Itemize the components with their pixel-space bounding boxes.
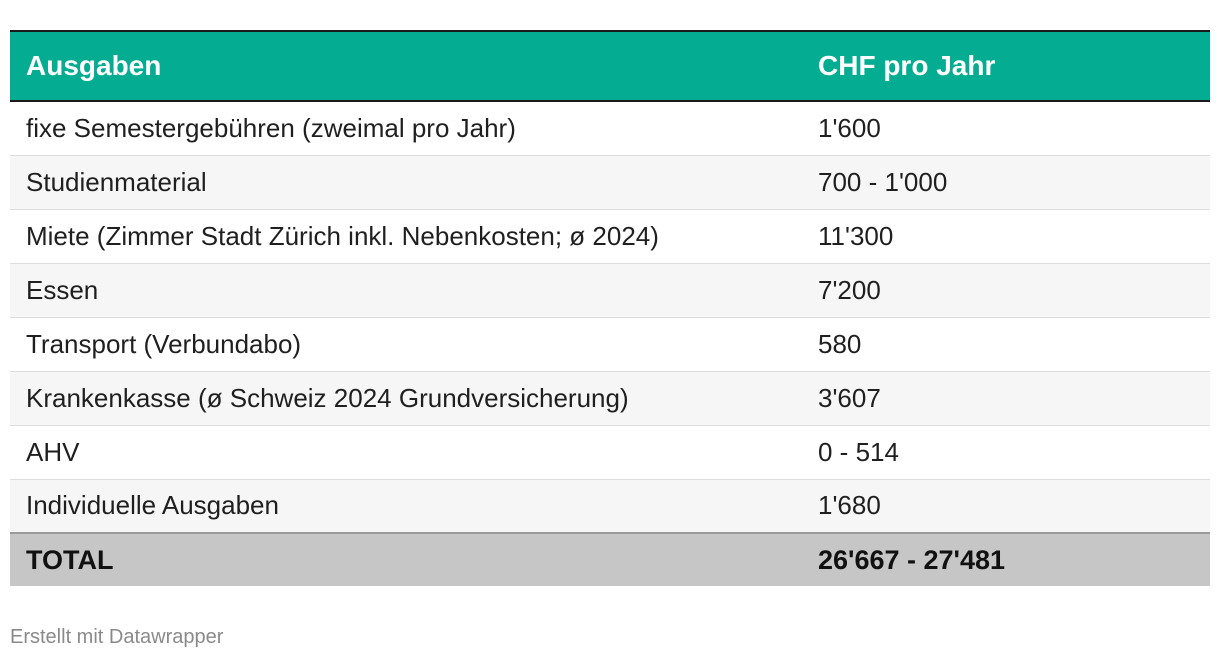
- expense-value: 3'607: [818, 382, 881, 413]
- expense-value: 700 - 1'000: [818, 166, 948, 197]
- expense-value: 1'600: [818, 112, 881, 143]
- expense-label: Studienmaterial: [26, 166, 207, 197]
- expense-value: 1'680: [818, 490, 881, 521]
- table-row: fixe Semestergebühren (zweimal pro Jahr)…: [10, 101, 1210, 155]
- expense-label: Transport (Verbundabo): [26, 328, 302, 359]
- expense-label: Essen: [26, 274, 99, 305]
- column-header-chf-pro-jahr: CHF pro Jahr: [802, 30, 1210, 102]
- table-row: Miete (Zimmer Stadt Zürich inkl. Nebenko…: [10, 209, 1210, 263]
- table-row: AHV 0 - 514: [10, 425, 1210, 479]
- expense-label: Miete (Zimmer Stadt Zürich inkl. Nebenko…: [26, 220, 659, 251]
- expense-label: fixe Semestergebühren (zweimal pro Jahr): [26, 112, 516, 143]
- expense-label: AHV: [26, 436, 80, 467]
- table-row: Studienmaterial 700 - 1'000: [10, 155, 1210, 209]
- expense-label: Individuelle Ausgaben: [26, 490, 279, 521]
- expenses-table: Ausgaben CHF pro Jahr fixe Semestergebüh…: [10, 30, 1210, 586]
- column-header-ausgaben: Ausgaben: [10, 30, 802, 102]
- total-row: TOTAL 26'667 - 27'481: [10, 533, 1210, 586]
- footer-credit: Erstellt mit Datawrapper: [10, 626, 224, 648]
- table-header-row: Ausgaben CHF pro Jahr: [10, 30, 1210, 102]
- table-row: Essen 7'200: [10, 263, 1210, 317]
- table-row: Individuelle Ausgaben 1'680: [10, 479, 1210, 533]
- expense-value: 0 - 514: [818, 436, 899, 467]
- table-row: Transport (Verbundabo) 580: [10, 317, 1210, 371]
- expense-value: 11'300: [818, 220, 894, 251]
- expense-value: 7'200: [818, 274, 881, 305]
- expense-value: 580: [818, 328, 862, 359]
- expense-label: Krankenkasse (ø Schweiz 2024 Grundversic…: [26, 382, 629, 413]
- total-value: 26'667 - 27'481: [818, 544, 1005, 575]
- expenses-table-container: Ausgaben CHF pro Jahr fixe Semestergebüh…: [10, 30, 1210, 586]
- table-row: Krankenkasse (ø Schweiz 2024 Grundversic…: [10, 371, 1210, 425]
- total-label: TOTAL: [26, 544, 114, 575]
